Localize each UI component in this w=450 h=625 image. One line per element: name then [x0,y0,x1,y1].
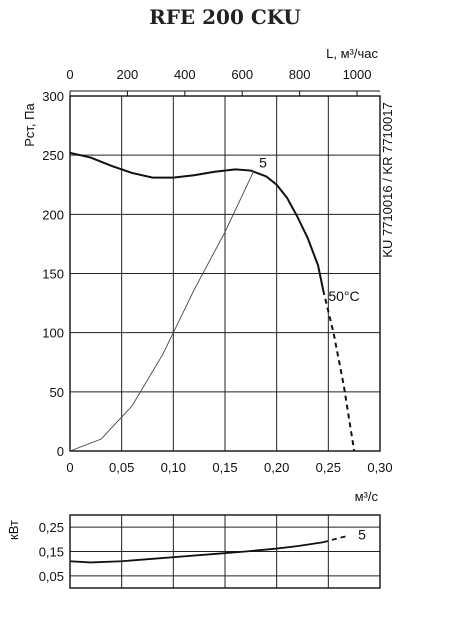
fan-curve [69,151,325,291]
top-axis-tick-label: 600 [231,67,253,82]
curve-annotation: 5 [259,154,267,170]
top-axis-tick-label: 400 [174,67,196,82]
x-tick-label: 0,25 [316,460,341,475]
y-tick-label: 0 [57,444,64,459]
model-code-label: KU 7710016 / KR 7710017 [380,102,395,257]
x-tick-label: 0,20 [264,460,289,475]
x-tick-label: 0,30 [367,460,392,475]
top-axis-tick-label: 800 [289,67,311,82]
x-tick-label: 0,15 [212,460,237,475]
power-plot: 0,05 0,15 0,25 5 кВт [6,514,381,589]
power-y-tick-label: 0,15 [39,545,64,560]
y-tick-label: 300 [42,89,64,104]
y-tick-label: 250 [42,148,64,163]
chart-title: RFE 200 CKU [149,5,301,29]
curve-annotation: 50°C [328,288,359,304]
x-tick-label: 0,10 [161,460,186,475]
x-axis-label: м³/с [355,489,379,504]
top-axis-label: L, м³/час [326,46,378,61]
power-curve [69,541,324,564]
system-curve [69,170,255,452]
top-axis-tick-label: 0 [66,67,73,82]
power-y-tick-label: 0,05 [39,569,64,584]
fan-curve-dashed [322,289,356,452]
pressure-plot: 0 0,05 0,10 0,15 0,20 0,25 0,30050100150200250… [22,46,395,504]
power-y-tick-label: 0,25 [39,520,64,535]
plot-frame [69,95,381,452]
power-y-axis-label: кВт [6,520,21,540]
x-tick-label: 0,05 [109,460,134,475]
y-axis-label: Рст, Па [22,102,37,146]
power-curve-annotation: 5 [358,526,366,542]
power-plot-frame [69,514,381,589]
top-axis-tick-label: 200 [117,67,139,82]
power-curve-dashed [322,534,350,544]
y-tick-label: 50 [50,385,64,400]
x-tick-label: 0 [66,460,73,475]
top-axis-tick-label: 1000 [343,67,372,82]
y-tick-label: 200 [42,207,64,222]
y-tick-label: 100 [42,326,64,341]
y-tick-label: 150 [42,267,64,282]
